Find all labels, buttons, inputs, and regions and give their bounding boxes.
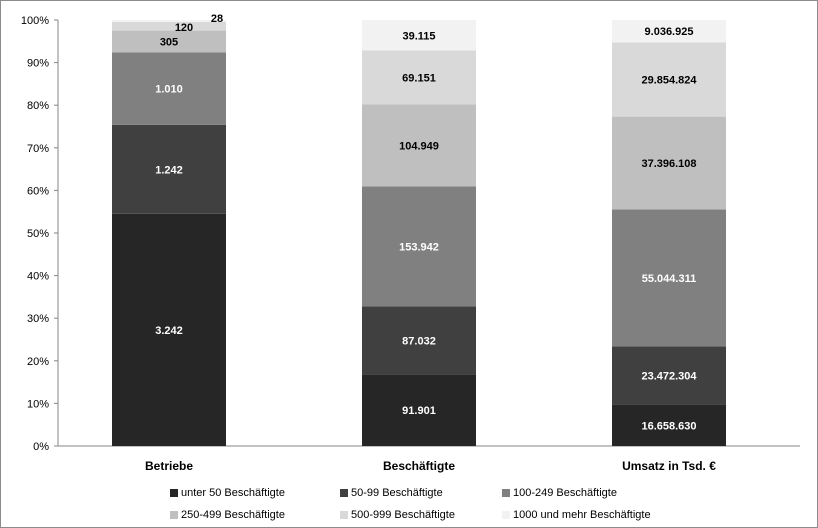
bar-segment [112, 20, 226, 23]
y-tick-label: 20% [27, 356, 49, 368]
data-label: 1.010 [155, 84, 183, 96]
y-tick-label: 0% [33, 441, 49, 453]
y-tick-label: 70% [27, 143, 49, 155]
data-label: 91.901 [402, 405, 436, 417]
bar-segment [362, 20, 476, 51]
data-label: 9.036.925 [645, 26, 694, 38]
data-label: 29.854.824 [641, 75, 697, 87]
y-tick-label: 60% [27, 185, 49, 197]
category-label: Beschäftigte [383, 459, 455, 473]
category-label: Umsatz in Tsd. € [622, 459, 716, 473]
y-tick-label: 100% [21, 15, 49, 27]
data-label: 37.396.108 [641, 158, 696, 170]
bar-segment [362, 50, 476, 105]
bar-segment [362, 104, 476, 187]
y-tick-label: 30% [27, 313, 49, 325]
bar-segment [362, 374, 476, 446]
data-label: 87.032 [402, 335, 436, 347]
bar-segment [362, 306, 476, 375]
data-label: 1.242 [155, 164, 183, 176]
data-label: 16.658.630 [641, 420, 696, 432]
data-label: 120 [175, 22, 193, 34]
bar-segment [612, 346, 726, 405]
data-label: 28 [211, 13, 223, 25]
y-tick-label: 10% [27, 398, 49, 410]
bar-segment [612, 404, 726, 446]
y-tick-label: 50% [27, 228, 49, 240]
y-tick-label: 80% [27, 100, 49, 112]
data-label: 23.472.304 [641, 370, 697, 382]
y-tick-label: 40% [27, 271, 49, 283]
bar-segment [612, 20, 726, 43]
bar-segment [112, 22, 226, 31]
bar-segment [612, 42, 726, 117]
bar-segment [112, 52, 226, 125]
bar-segment [112, 213, 226, 446]
bar-segment [362, 186, 476, 307]
bar-segment [612, 116, 726, 210]
y-tick-label: 90% [27, 58, 49, 70]
bar-segment [112, 124, 226, 214]
data-label: 3.242 [155, 325, 183, 337]
bar-segment [612, 209, 726, 347]
category-label: Betriebe [145, 459, 193, 473]
bar-segment [112, 30, 226, 53]
data-label: 55.044.311 [642, 273, 696, 285]
data-label: 305 [160, 37, 178, 49]
data-label: 39.115 [402, 30, 435, 42]
data-label: 104.949 [399, 140, 439, 152]
data-label: 153.942 [399, 241, 439, 253]
data-label: 69.151 [402, 72, 436, 84]
